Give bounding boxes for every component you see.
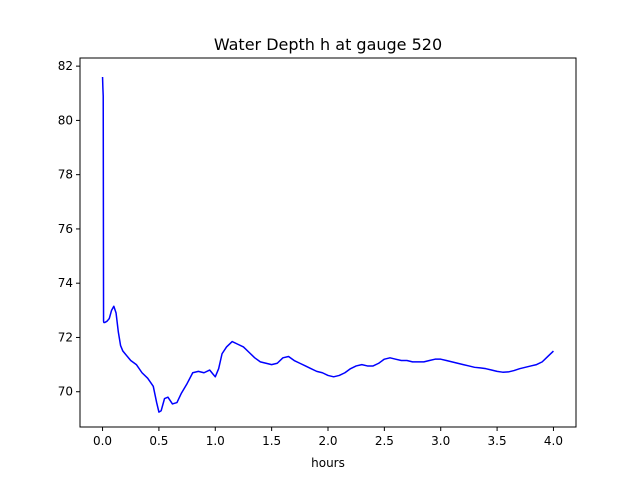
x-tick-label: 0.5 <box>149 434 168 448</box>
x-tick-label: 2.0 <box>318 434 337 448</box>
y-tick-label: 70 <box>58 385 73 399</box>
y-tick-label: 80 <box>58 113 73 127</box>
x-tick-label: 0.0 <box>93 434 112 448</box>
y-tick-label: 82 <box>58 59 73 73</box>
x-tick-label: 4.0 <box>544 434 563 448</box>
x-tick-label: 3.5 <box>488 434 507 448</box>
y-axis: 70 72 74 76 78 80 82 <box>58 59 80 399</box>
x-tick-label: 2.5 <box>375 434 394 448</box>
y-tick-label: 78 <box>58 168 73 182</box>
y-tick-label: 74 <box>58 276 73 290</box>
x-tick-label: 1.0 <box>206 434 225 448</box>
y-tick-label: 72 <box>58 330 73 344</box>
x-axis-label: hours <box>311 456 345 470</box>
plot-frame <box>79 57 577 428</box>
chart-title: Water Depth h at gauge 520 <box>214 35 442 54</box>
x-axis: 0.0 0.5 1.0 1.5 2.0 2.5 3.0 3.5 4.0 <box>93 427 563 448</box>
x-tick-label: 1.5 <box>262 434 281 448</box>
y-tick-label: 76 <box>58 222 73 236</box>
series-line <box>101 76 554 413</box>
plot-area <box>80 58 576 427</box>
x-tick-label: 3.0 <box>431 434 450 448</box>
